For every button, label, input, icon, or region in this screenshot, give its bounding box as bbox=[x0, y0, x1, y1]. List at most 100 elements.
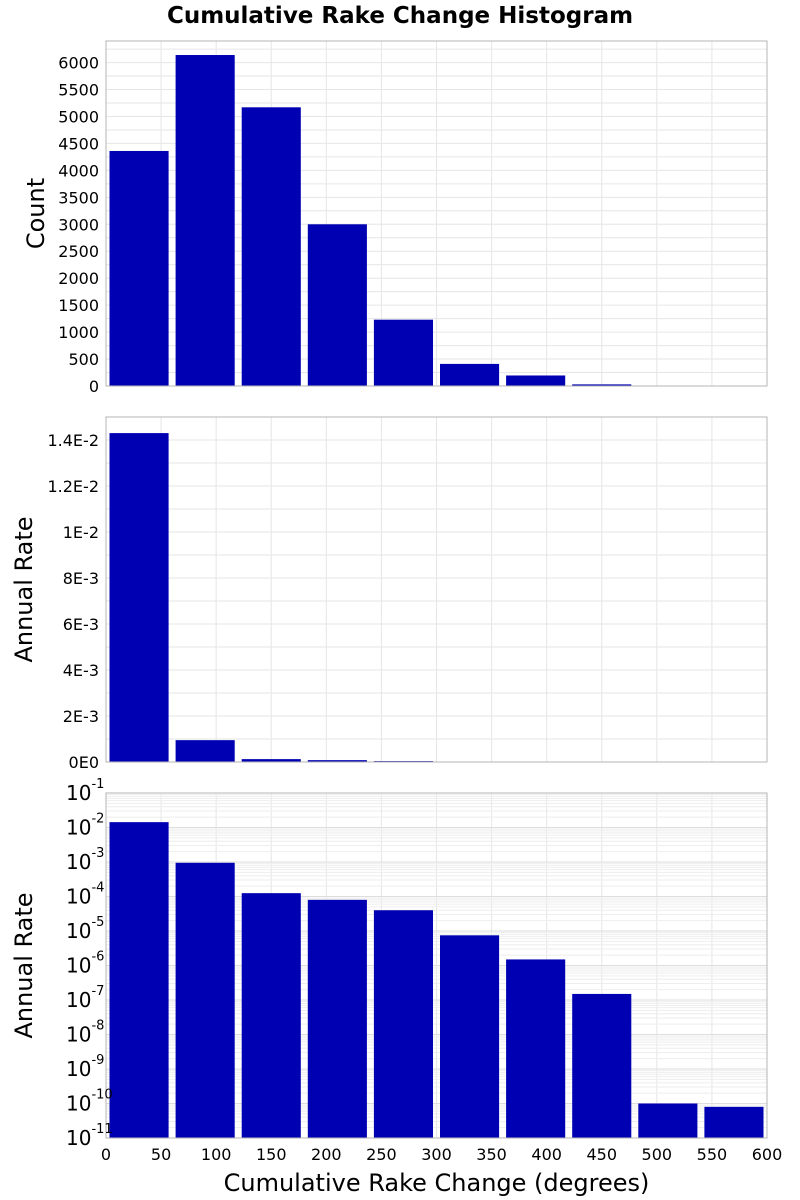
y-tick-base: 10 bbox=[66, 1057, 91, 1081]
bar bbox=[704, 1106, 764, 1138]
y-tick-label: 1.2E-2 bbox=[47, 477, 99, 496]
y-tick-label: 10-10 bbox=[66, 1088, 113, 1116]
y-tick-label: 500 bbox=[68, 350, 99, 369]
x-tick-label: 200 bbox=[311, 1145, 342, 1164]
bar bbox=[506, 959, 566, 1138]
y-axis-label: Count bbox=[22, 178, 50, 249]
chart-title: Cumulative Rake Change Histogram bbox=[167, 3, 633, 29]
bar bbox=[241, 893, 301, 1138]
y-axis-label: Annual Rate bbox=[10, 892, 38, 1038]
bar bbox=[109, 433, 169, 762]
y-tick-exponent: -8 bbox=[91, 1019, 104, 1034]
x-tick-label: 450 bbox=[586, 1145, 617, 1164]
y-tick-label: 1000 bbox=[58, 323, 99, 342]
panel-top: 0 500 1000 1500 2000 2500 3000 3500 4000 4500 5000… bbox=[22, 40, 768, 396]
bar bbox=[373, 910, 433, 1138]
x-axis-label: Cumulative Rake Change (degrees) bbox=[224, 1169, 650, 1197]
y-tick-label: 10-9 bbox=[66, 1053, 104, 1081]
y-tick-exponent: -3 bbox=[91, 846, 104, 861]
panel-bottom: 10-110-210-310-410-510-610-710-810-910-1… bbox=[10, 777, 782, 1197]
y-tick-base: 10 bbox=[66, 850, 91, 874]
x-tick-label: 50 bbox=[151, 1145, 171, 1164]
y-axis-label: Annual Rate bbox=[10, 516, 38, 662]
x-tick-label: 500 bbox=[642, 1145, 673, 1164]
x-tick-label: 550 bbox=[697, 1145, 728, 1164]
bar bbox=[307, 899, 367, 1138]
y-tick-label: 1E-2 bbox=[63, 523, 99, 542]
y-tick-label: 5000 bbox=[58, 107, 99, 126]
y-tick-label: 2000 bbox=[58, 269, 99, 288]
y-tick-label: 10-7 bbox=[66, 984, 104, 1012]
bar bbox=[307, 760, 367, 762]
y-tick-exponent: -1 bbox=[91, 777, 104, 792]
y-tick-label: 0 bbox=[89, 377, 99, 396]
bar bbox=[572, 993, 632, 1138]
y-tick-label: 10-11 bbox=[66, 1122, 113, 1150]
bar bbox=[572, 384, 632, 386]
bar bbox=[307, 224, 367, 386]
y-tick-label: 10-5 bbox=[66, 915, 104, 943]
y-tick-base: 10 bbox=[66, 1092, 91, 1116]
y-tick-base: 10 bbox=[66, 919, 91, 943]
y-tick-label: 8E-3 bbox=[63, 569, 99, 588]
bar bbox=[440, 935, 500, 1138]
x-tick-label: 0 bbox=[101, 1145, 111, 1164]
bar bbox=[175, 740, 235, 762]
y-tick-label: 2500 bbox=[58, 242, 99, 261]
y-tick-exponent: -5 bbox=[91, 915, 104, 930]
y-tick-exponent: -4 bbox=[91, 881, 104, 896]
y-tick-label: 10-3 bbox=[66, 846, 104, 874]
bar bbox=[109, 150, 169, 386]
y-tick-label: 4E-3 bbox=[63, 661, 99, 680]
y-tick-label: 1.4E-2 bbox=[47, 431, 99, 450]
y-tick-label: 1500 bbox=[58, 296, 99, 315]
y-tick-exponent: -2 bbox=[91, 812, 104, 827]
y-tick-label: 3000 bbox=[58, 215, 99, 234]
x-tick-label: 100 bbox=[201, 1145, 232, 1164]
y-tick-base: 10 bbox=[66, 885, 91, 909]
bar bbox=[175, 55, 235, 386]
y-tick-base: 10 bbox=[66, 988, 91, 1012]
y-tick-label: 0E0 bbox=[69, 753, 99, 772]
y-tick-label: 6000 bbox=[58, 54, 99, 73]
x-tick-label: 150 bbox=[256, 1145, 287, 1164]
y-tick-base: 10 bbox=[66, 781, 91, 805]
bar bbox=[175, 862, 235, 1138]
y-tick-exponent: -9 bbox=[91, 1053, 104, 1068]
y-tick-label: 10-1 bbox=[66, 777, 104, 805]
x-tick-label: 350 bbox=[476, 1145, 507, 1164]
y-tick-label: 10-6 bbox=[66, 950, 104, 978]
y-tick-label: 2E-3 bbox=[63, 707, 99, 726]
y-tick-base: 10 bbox=[66, 1126, 91, 1150]
bar bbox=[440, 363, 500, 386]
panel-middle: 0E0 2E-3 4E-3 6E-3 8E-3 1E-2 1.2E-2 1.4E-2 Annua… bbox=[10, 416, 768, 772]
x-tick-label: 400 bbox=[531, 1145, 562, 1164]
y-tick-label: 6E-3 bbox=[63, 615, 99, 634]
x-tick-label: 300 bbox=[421, 1145, 452, 1164]
y-tick-label: 4000 bbox=[58, 161, 99, 180]
y-tick-exponent: -10 bbox=[91, 1088, 112, 1103]
plot-frame bbox=[105, 40, 768, 387]
y-tick-label: 4500 bbox=[58, 134, 99, 153]
y-tick-exponent: -6 bbox=[91, 950, 104, 965]
x-tick-label: 600 bbox=[752, 1145, 783, 1164]
y-tick-label: 10-8 bbox=[66, 1019, 104, 1047]
y-tick-label: 3500 bbox=[58, 188, 99, 207]
bar bbox=[373, 319, 433, 386]
plot-frame bbox=[105, 416, 768, 763]
y-tick-exponent: -11 bbox=[91, 1122, 112, 1137]
bar bbox=[109, 822, 169, 1138]
bar bbox=[241, 107, 301, 386]
y-tick-label: 10-4 bbox=[66, 881, 104, 909]
bar bbox=[241, 759, 301, 762]
y-tick-label: 10-2 bbox=[66, 812, 104, 840]
y-tick-label: 5500 bbox=[58, 81, 99, 100]
y-tick-exponent: -7 bbox=[91, 984, 104, 999]
x-tick-label: 250 bbox=[366, 1145, 397, 1164]
bar bbox=[506, 375, 566, 386]
y-tick-base: 10 bbox=[66, 1023, 91, 1047]
bar bbox=[638, 1103, 698, 1138]
plot-frame bbox=[105, 792, 768, 1139]
